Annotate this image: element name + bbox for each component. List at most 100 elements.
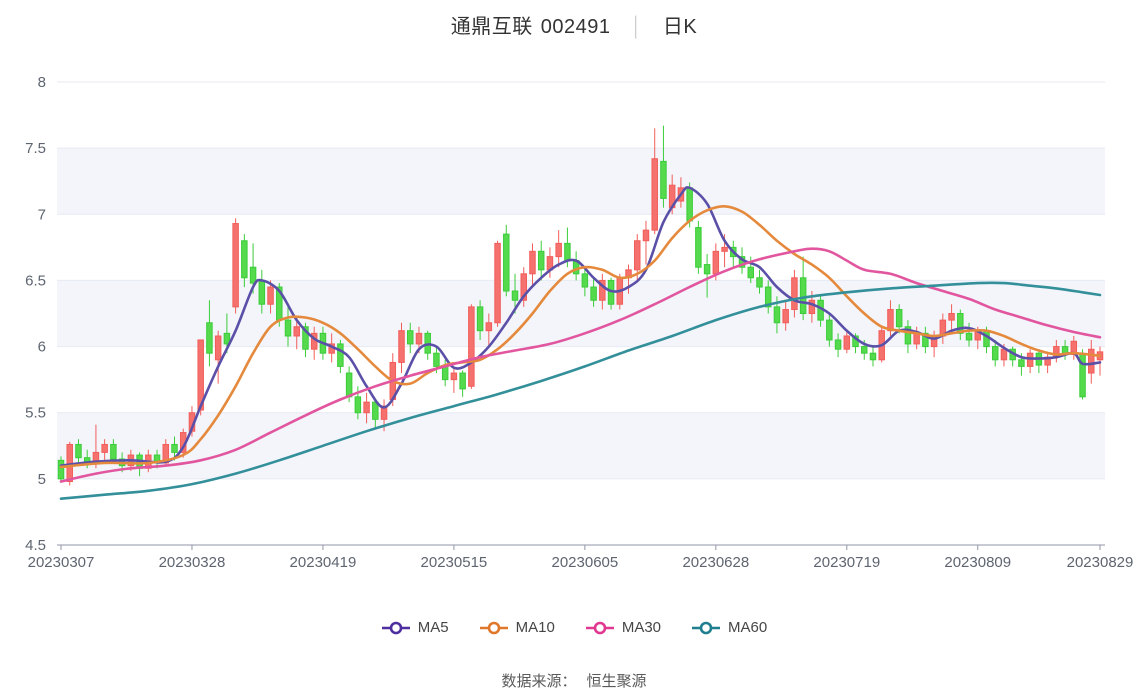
svg-text:20230307: 20230307 <box>28 554 95 571</box>
candle-body <box>450 372 458 381</box>
chart-title: 通鼎互联 002491 │ 日K <box>0 10 1148 39</box>
ma10-legend-icon <box>479 621 508 634</box>
candle-body <box>756 277 763 288</box>
legend-item-ma10[interactable]: MA10 <box>479 619 555 636</box>
x-axis: 20230307 20230328 20230419 20230515 20230605… <box>28 544 1134 571</box>
candle-body <box>441 365 449 381</box>
candle-body <box>904 326 912 345</box>
candle-body <box>948 313 955 321</box>
gridlines <box>57 81 1105 480</box>
candle-body <box>991 346 999 361</box>
ma30-legend-label: MA30 <box>621 619 662 636</box>
candle-body <box>1088 348 1095 374</box>
candle-body <box>415 332 423 345</box>
svg-text:6.5: 6.5 <box>25 272 46 289</box>
candle-body <box>869 352 877 361</box>
candle-body <box>511 290 519 301</box>
title-separator: │ <box>630 17 643 38</box>
candle-body <box>537 250 545 271</box>
svg-text:8: 8 <box>38 74 46 91</box>
candle-body <box>337 343 344 367</box>
candle-body <box>110 443 117 460</box>
candle-body <box>1018 359 1025 367</box>
legend-item-ma60[interactable]: MA60 <box>691 619 767 636</box>
candle-body <box>232 223 239 308</box>
ma-line-ma60 <box>59 281 1102 500</box>
svg-text:20230829: 20230829 <box>1067 554 1134 571</box>
candle-body <box>843 335 851 350</box>
svg-text:20230719: 20230719 <box>813 554 880 571</box>
candle-body <box>861 346 868 354</box>
candle-body <box>75 443 82 459</box>
candle-body <box>249 266 257 284</box>
candle-body <box>406 330 414 345</box>
candle-body <box>354 396 362 414</box>
candle-body <box>1026 352 1034 367</box>
candle-body <box>503 233 510 292</box>
candle-body <box>703 264 711 275</box>
ma30-legend-icon <box>585 621 614 634</box>
svg-text:5: 5 <box>38 471 46 488</box>
candle-body <box>826 319 833 341</box>
candle-body <box>214 335 222 361</box>
candle-body <box>258 279 266 305</box>
legend-item-ma5[interactable]: MA5 <box>381 619 449 636</box>
period-label: 日K <box>662 16 698 38</box>
candle-body <box>485 322 493 332</box>
candle-body <box>782 309 789 324</box>
candle-body <box>922 332 929 348</box>
candle-body <box>773 306 781 324</box>
candle-body <box>965 332 973 341</box>
ma-legend: MA5 MA10 MA30 MA60 <box>0 619 1148 636</box>
candle-body <box>895 309 903 328</box>
candle-body <box>564 242 571 262</box>
candle-body <box>241 240 248 279</box>
data-source-value: 恒生聚源 <box>586 673 647 690</box>
candle-body <box>529 250 536 275</box>
ma-line-ma5 <box>59 186 1102 467</box>
candle-body <box>1000 348 1008 361</box>
background-bands <box>57 148 1105 479</box>
svg-text:20230328: 20230328 <box>159 554 226 571</box>
y-axis-labels: 8 7.5 7 6.5 6 5.5 5 4.5 <box>25 74 46 554</box>
candle-body <box>171 443 178 453</box>
svg-text:6: 6 <box>38 339 46 356</box>
candle-body <box>957 313 964 334</box>
candle-body <box>345 372 353 398</box>
candle-body <box>468 306 475 387</box>
candle-body <box>686 187 693 222</box>
svg-text:20230809: 20230809 <box>944 554 1011 571</box>
svg-text:4.5: 4.5 <box>25 537 46 554</box>
data-source: 数据来源： 恒生聚源 <box>0 670 1148 691</box>
candle-body <box>284 319 292 337</box>
candle-body <box>494 242 501 324</box>
candle-body <box>555 242 562 258</box>
candle-body <box>267 286 274 305</box>
svg-text:20230515: 20230515 <box>421 554 488 571</box>
candle-body <box>712 250 720 275</box>
ma5-legend-icon <box>381 621 410 634</box>
candle-body <box>197 339 204 411</box>
candle-body <box>799 277 807 315</box>
stock-name: 通鼎互联 <box>450 16 533 38</box>
candle-body <box>808 299 816 314</box>
candle-body <box>887 309 894 332</box>
candle-body <box>57 459 65 480</box>
stock-code: 002491 <box>540 16 611 38</box>
candle-body <box>834 339 842 350</box>
legend-item-ma30[interactable]: MA30 <box>585 619 661 636</box>
ma10-legend-label: MA10 <box>515 619 555 636</box>
candle-body <box>642 229 650 242</box>
candle-body <box>398 330 405 363</box>
candle-body <box>764 286 772 308</box>
ma60-legend-label: MA60 <box>728 619 768 636</box>
candle-body <box>363 401 370 414</box>
ma-line-ma30 <box>59 247 1102 483</box>
candle-body <box>599 279 606 301</box>
data-source-label: 数据来源： <box>501 673 577 690</box>
candle-body <box>459 372 466 390</box>
ma60-legend-icon <box>692 621 721 634</box>
candle-body <box>590 286 597 301</box>
